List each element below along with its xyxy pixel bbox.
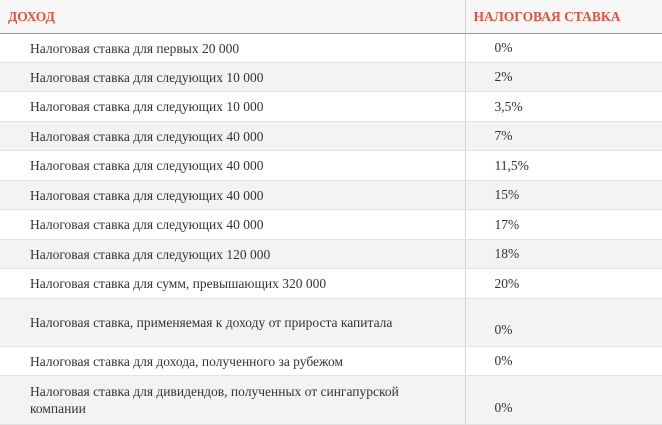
rate-cell: 0% (464, 346, 662, 376)
income-cell: Налоговая ставка для следующих 120 000 (0, 239, 465, 269)
income-text: Налоговая ставка для дивидендов, получен… (30, 384, 399, 416)
income-text: Налоговая ставка, применяемая к доходу о… (30, 315, 393, 330)
income-cell: Налоговая ставка для следующих 40 000 (0, 209, 465, 240)
table-row: Налоговая ставка для следующих 120 000 18… (0, 239, 662, 269)
table-head: ДОХОД НАЛОГОВАЯ СТАВКА (0, 0, 662, 34)
income-cell: Налоговая ставка для сумм, превышающих 3… (0, 268, 465, 299)
rate-cell: 17% (464, 209, 662, 240)
rate-cell: 0% (464, 33, 662, 63)
table-row: Налоговая ставка для следующих 40 000 15% (0, 180, 662, 210)
table-row: Налоговая ставка для дивидендов, получен… (0, 375, 662, 425)
table-row: Налоговая ставка, применяемая к доходу о… (0, 298, 662, 347)
header-cell: НАЛОГОВАЯ СТАВКА (464, 0, 662, 34)
table-row: Налоговая ставка для следующих 10 000 3,5… (0, 91, 662, 122)
table-row: Налоговая ставка для следующих 40 000 17% (0, 209, 662, 240)
income-text: Налоговая ставка для сумм, превышающих 3… (30, 276, 327, 291)
income-cell: Налоговая ставка для следующих 40 000 (0, 180, 465, 210)
header-cell: ДОХОД (0, 0, 465, 34)
income-cell: Налоговая ставка для следующих 40 000 (0, 150, 465, 181)
rate-cell: 3,5% (464, 91, 662, 122)
income-text: Налоговая ставка для следующих 40 000 (30, 158, 264, 173)
table-row: Налоговая ставка для первых 20 000 0% (0, 33, 662, 63)
rate-cell: 2% (464, 62, 662, 92)
income-cell: Налоговая ставка для следующих 10 000 (0, 62, 465, 92)
income-text: Налоговая ставка для дохода, полученного… (30, 353, 344, 369)
table-row: Налоговая ставка для следующих 40 000 7% (0, 121, 662, 151)
income-cell: Налоговая ставка для следующих 10 000 (0, 91, 465, 122)
income-text: Налоговая ставка для следующих 40 000 (30, 128, 264, 144)
table-body: Налоговая ставка для первых 20 000 0% Нало… (0, 33, 662, 425)
table-row: Налоговая ставка для следующих 10 000 2% (0, 62, 662, 92)
rate-cell: 20% (464, 268, 662, 299)
table-row: Налоговая ставка для дохода, полученного… (0, 346, 662, 376)
income-cell: Налоговая ставка для следующих 40 000 (0, 121, 465, 151)
rate-cell: 7% (464, 121, 662, 151)
income-text: Налоговая ставка для следующих 120 000 (30, 246, 271, 262)
rate-cell: 11,5% (464, 150, 662, 181)
income-text: Налоговая ставка для следующих 40 000 (30, 187, 264, 203)
rate-cell: 15% (464, 180, 662, 210)
table-row: Налоговая ставка для следующих 40 000 11,… (0, 150, 662, 181)
rate-cell: 18% (464, 239, 662, 269)
rate-cell: 0% (464, 298, 662, 347)
income-cell: Налоговая ставка для дохода, полученного… (0, 346, 465, 376)
income-cell: Налоговая ставка для дивидендов, получен… (0, 375, 465, 425)
income-text: Налоговая ставка для первых 20 000 (30, 40, 240, 56)
rate-cell: 0% (464, 375, 662, 425)
income-text: Налоговая ставка для следующих 40 000 (30, 217, 264, 232)
income-text: Налоговая ставка для следующих 10 000 (30, 69, 264, 85)
income-cell: Налоговая ставка для первых 20 000 (0, 33, 465, 63)
header-row: ДОХОД НАЛОГОВАЯ СТАВКА (0, 0, 662, 34)
income-cell: Налоговая ставка, применяемая к доходу о… (0, 298, 465, 347)
table-row: Налоговая ставка для сумм, превышающих 3… (0, 268, 662, 299)
income-text: Налоговая ставка для следующих 10 000 (30, 99, 264, 114)
